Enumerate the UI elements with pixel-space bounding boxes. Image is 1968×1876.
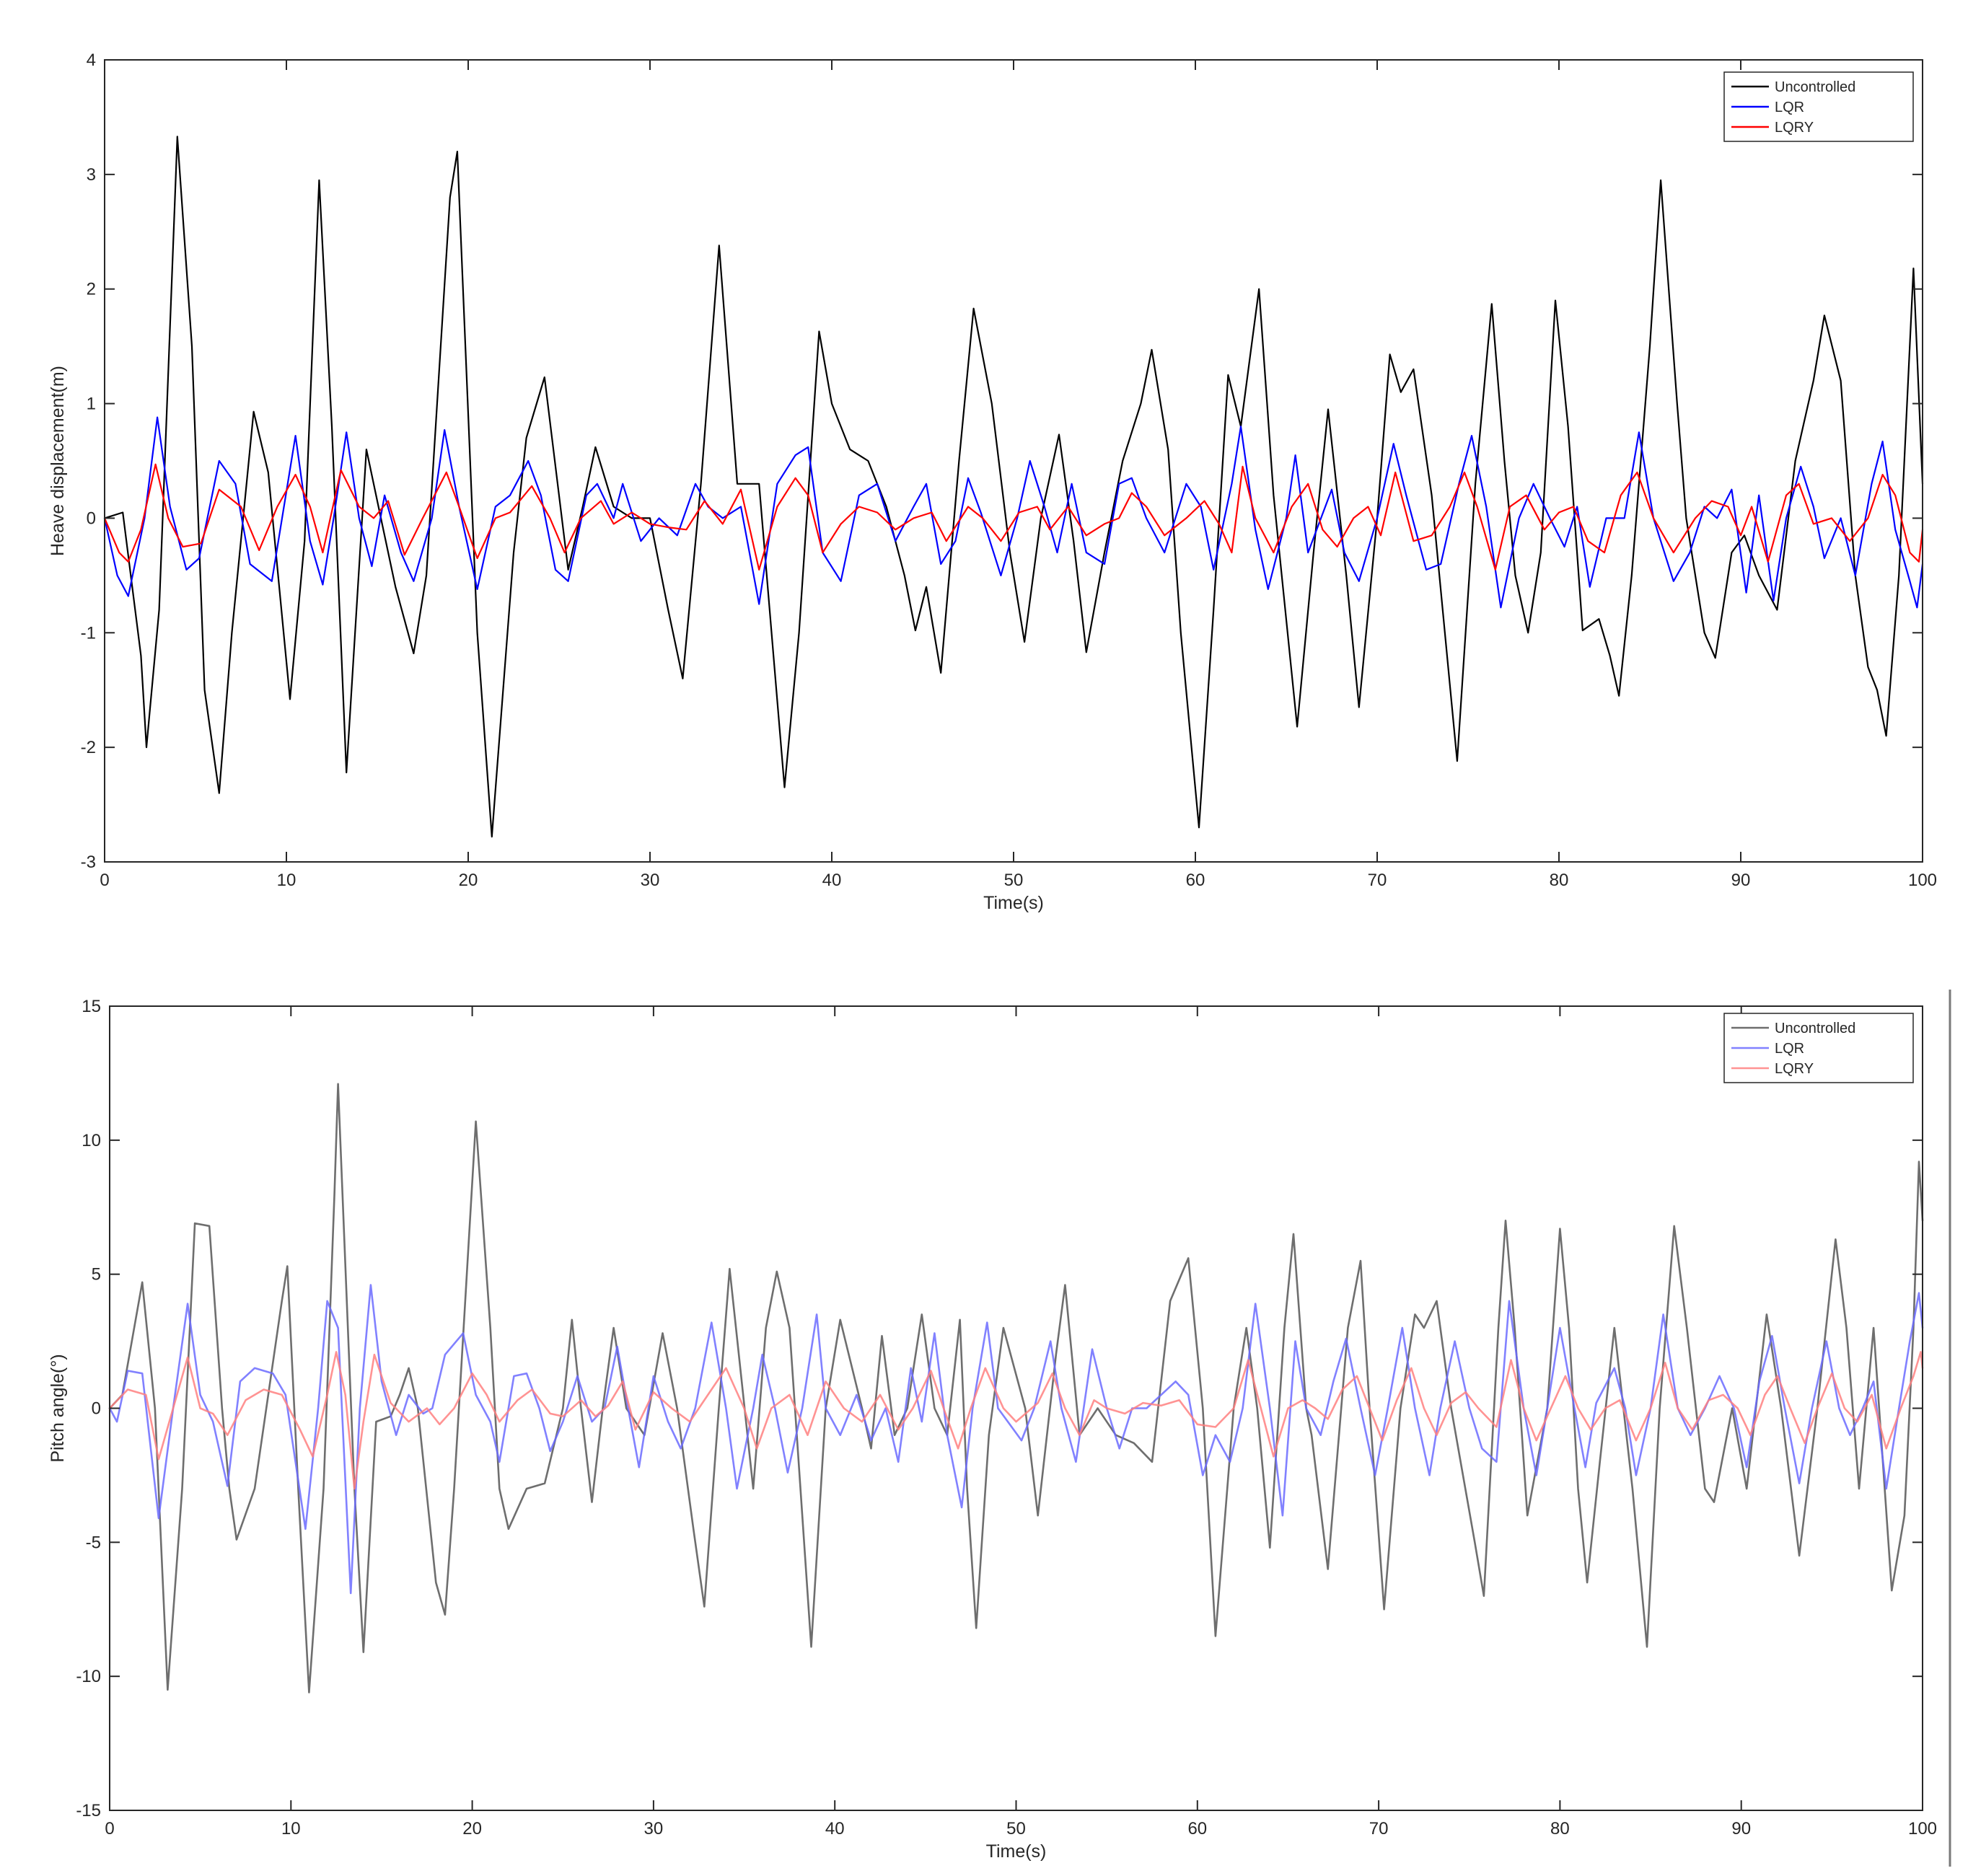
- x-tick-label: 50: [1006, 1819, 1026, 1838]
- y-tick-label: 1: [87, 395, 96, 414]
- x-tick-label: 40: [822, 871, 842, 890]
- x-axis-label: Time(s): [983, 893, 1044, 913]
- pitch-angle-chart: 0 10 20 30 40 50 60 70 80 90 100 -15 -10 -5 0 5 10 15 Time…: [48, 997, 1937, 1862]
- y-tick-label: -15: [76, 1801, 101, 1820]
- series-line-lqr: [103, 416, 1924, 609]
- series-line-lqry: [108, 1351, 1924, 1490]
- x-tick-label: 20: [459, 871, 478, 890]
- x-tick-label: 100: [1908, 1819, 1937, 1838]
- legend-label-lqr: LQR: [1775, 100, 1804, 115]
- heave-displacement-chart: 0 10 20 30 40 50 60 70 80 90 100 -3 -2 -1 0 1 2 3 4 Time(s)…: [48, 50, 1937, 913]
- y-tick-label: -10: [76, 1667, 101, 1686]
- series-group: [108, 1083, 1924, 1694]
- y-axis-label: Pitch angle(°): [48, 1354, 68, 1462]
- x-tick-label: 60: [1186, 871, 1205, 890]
- y-tick-label: -3: [81, 853, 96, 872]
- y-axis-label: Heave displacement(m): [48, 366, 68, 556]
- y-tick-label: 15: [82, 997, 101, 1016]
- x-tick-label: 20: [462, 1819, 482, 1838]
- legend: Uncontrolled LQR LQRY: [1723, 71, 1914, 142]
- legend-label-lqry: LQRY: [1775, 1061, 1814, 1077]
- plot-area: [105, 60, 1923, 862]
- y-tick-label: 3: [87, 165, 96, 185]
- y-tick-label: 0: [87, 508, 96, 528]
- series-line-uncontrolled: [103, 136, 1924, 838]
- y-tick-label: 10: [82, 1131, 101, 1150]
- legend-label-lqr: LQR: [1775, 1041, 1804, 1057]
- y-tick-label: 5: [92, 1265, 101, 1285]
- legend-label-uncontrolled: Uncontrolled: [1775, 1021, 1855, 1036]
- x-tick-label: 70: [1368, 871, 1387, 890]
- x-tick-label: 40: [825, 1819, 845, 1838]
- x-tick-label: 100: [1908, 871, 1937, 890]
- x-tick-label: 30: [644, 1819, 664, 1838]
- y-tick-label: 4: [87, 50, 96, 70]
- series-group: [103, 136, 1924, 838]
- y-tick-label: -2: [81, 738, 96, 757]
- x-tick-label: 80: [1550, 1819, 1570, 1838]
- x-tick-label: 90: [1731, 1819, 1751, 1838]
- x-tick-label: 70: [1369, 1819, 1389, 1838]
- x-tick-label: 60: [1187, 1819, 1207, 1838]
- x-tick-label: 10: [281, 1819, 301, 1838]
- x-tick-label: 50: [1004, 871, 1024, 890]
- series-line-lqr: [108, 1284, 1924, 1595]
- series-line-lqry: [103, 463, 1924, 571]
- legend-label-lqry: LQRY: [1775, 120, 1814, 136]
- y-tick-label: 0: [92, 1399, 101, 1419]
- legend: Uncontrolled LQR LQRY: [1723, 1013, 1914, 1083]
- x-tick-label: 0: [100, 871, 109, 890]
- legend-label-uncontrolled: Uncontrolled: [1775, 79, 1855, 95]
- x-tick-label: 0: [105, 1819, 114, 1838]
- x-tick-label: 10: [277, 871, 296, 890]
- x-tick-label: 90: [1731, 871, 1751, 890]
- y-tick-label: -5: [86, 1533, 101, 1552]
- y-tick-label: 2: [87, 280, 96, 299]
- x-axis-label: Time(s): [986, 1841, 1047, 1862]
- series-line-uncontrolled: [108, 1083, 1924, 1694]
- plot-area: [110, 1006, 1923, 1810]
- x-tick-label: 80: [1550, 871, 1569, 890]
- y-tick-label: -1: [81, 623, 96, 643]
- x-tick-label: 30: [641, 871, 660, 890]
